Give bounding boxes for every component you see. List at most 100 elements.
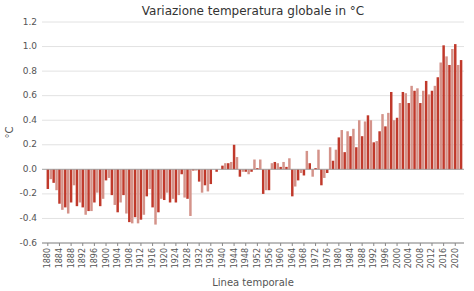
grid-line <box>42 243 464 244</box>
x-tick-label: 1892 <box>78 248 87 268</box>
x-tick-label: 1920 <box>160 248 169 268</box>
bar <box>160 169 162 198</box>
bar <box>131 169 133 223</box>
grid-line <box>42 95 464 96</box>
bar <box>413 91 415 170</box>
bar <box>332 161 334 170</box>
x-tick-label: 1880 <box>43 248 52 268</box>
bar <box>157 169 159 212</box>
bar <box>399 103 401 169</box>
bar <box>282 162 284 169</box>
x-tick-label: 1944 <box>230 248 239 268</box>
bar <box>125 169 127 213</box>
x-tick <box>210 243 211 246</box>
bar <box>137 169 139 223</box>
x-tick <box>443 243 444 246</box>
bar <box>320 169 322 185</box>
bar <box>437 77 439 169</box>
bar <box>102 169 104 198</box>
x-tick-label: 1956 <box>265 248 274 268</box>
bar <box>116 169 118 212</box>
bar <box>253 160 255 170</box>
bar <box>169 169 171 202</box>
grid-line <box>42 169 464 170</box>
bar <box>346 131 348 169</box>
bar <box>381 114 383 169</box>
bar <box>204 169 206 185</box>
x-tick-label: 2000 <box>393 248 402 268</box>
x-tick <box>362 243 363 246</box>
bar <box>434 86 436 169</box>
x-tick <box>106 243 107 246</box>
bar <box>143 169 145 214</box>
bar <box>49 169 51 179</box>
x-tick <box>129 243 130 246</box>
bar <box>224 163 226 169</box>
bar <box>146 169 148 196</box>
bar <box>352 129 354 170</box>
y-tick-label: -0.4 <box>19 213 37 223</box>
bar <box>410 86 412 169</box>
bar <box>233 145 235 170</box>
bar <box>364 121 366 169</box>
bar <box>163 169 165 200</box>
bar <box>227 163 229 169</box>
bar <box>405 93 407 169</box>
x-tick <box>408 243 409 246</box>
x-tick <box>397 243 398 246</box>
x-tick-label: 1912 <box>136 248 145 268</box>
x-tick <box>117 243 118 246</box>
y-tick-label: 0.2 <box>23 139 37 149</box>
bar <box>154 169 156 224</box>
bar <box>114 169 116 205</box>
x-tick-label: 1988 <box>358 248 367 268</box>
bar <box>134 169 136 217</box>
bar <box>425 81 427 169</box>
bar <box>268 169 270 190</box>
x-tick <box>47 243 48 246</box>
x-tick <box>234 243 235 246</box>
x-tick <box>257 243 258 246</box>
x-tick-label: 2012 <box>427 248 436 268</box>
bar <box>297 169 299 180</box>
bar <box>87 169 89 211</box>
bar <box>105 169 107 180</box>
bar <box>186 169 188 198</box>
x-tick <box>338 243 339 246</box>
bar <box>361 136 363 169</box>
x-tick <box>420 243 421 246</box>
bar <box>375 141 377 169</box>
x-tick-label: 1888 <box>67 248 76 268</box>
grid-line <box>42 22 464 23</box>
bar <box>84 169 86 214</box>
x-tick <box>82 243 83 246</box>
x-tick-label: 1932 <box>195 248 204 268</box>
x-tick <box>59 243 60 246</box>
x-tick <box>373 243 374 246</box>
x-tick <box>431 243 432 246</box>
x-tick <box>280 243 281 246</box>
x-tick-label: 1924 <box>171 248 180 268</box>
bar <box>373 142 375 169</box>
x-tick-label: 1992 <box>369 248 378 268</box>
x-tick <box>455 243 456 246</box>
zero-line <box>42 169 464 170</box>
bar <box>76 169 78 206</box>
x-axis-line <box>42 243 464 244</box>
grid-line <box>42 71 464 72</box>
bar <box>367 115 369 169</box>
bar <box>178 169 180 195</box>
chart: -0.6-0.4-0.20.00.20.40.60.81.01.21880188… <box>0 0 474 291</box>
x-tick <box>140 243 141 246</box>
bar <box>64 169 66 207</box>
x-tick-label: 1984 <box>346 248 355 268</box>
x-tick <box>315 243 316 246</box>
x-tick-label: 2008 <box>416 248 425 268</box>
x-tick-label: 1968 <box>299 248 308 268</box>
bar <box>311 169 313 176</box>
bar <box>70 169 72 202</box>
x-tick <box>164 243 165 246</box>
bar <box>58 169 60 203</box>
bar <box>247 169 249 174</box>
x-tick <box>327 243 328 246</box>
